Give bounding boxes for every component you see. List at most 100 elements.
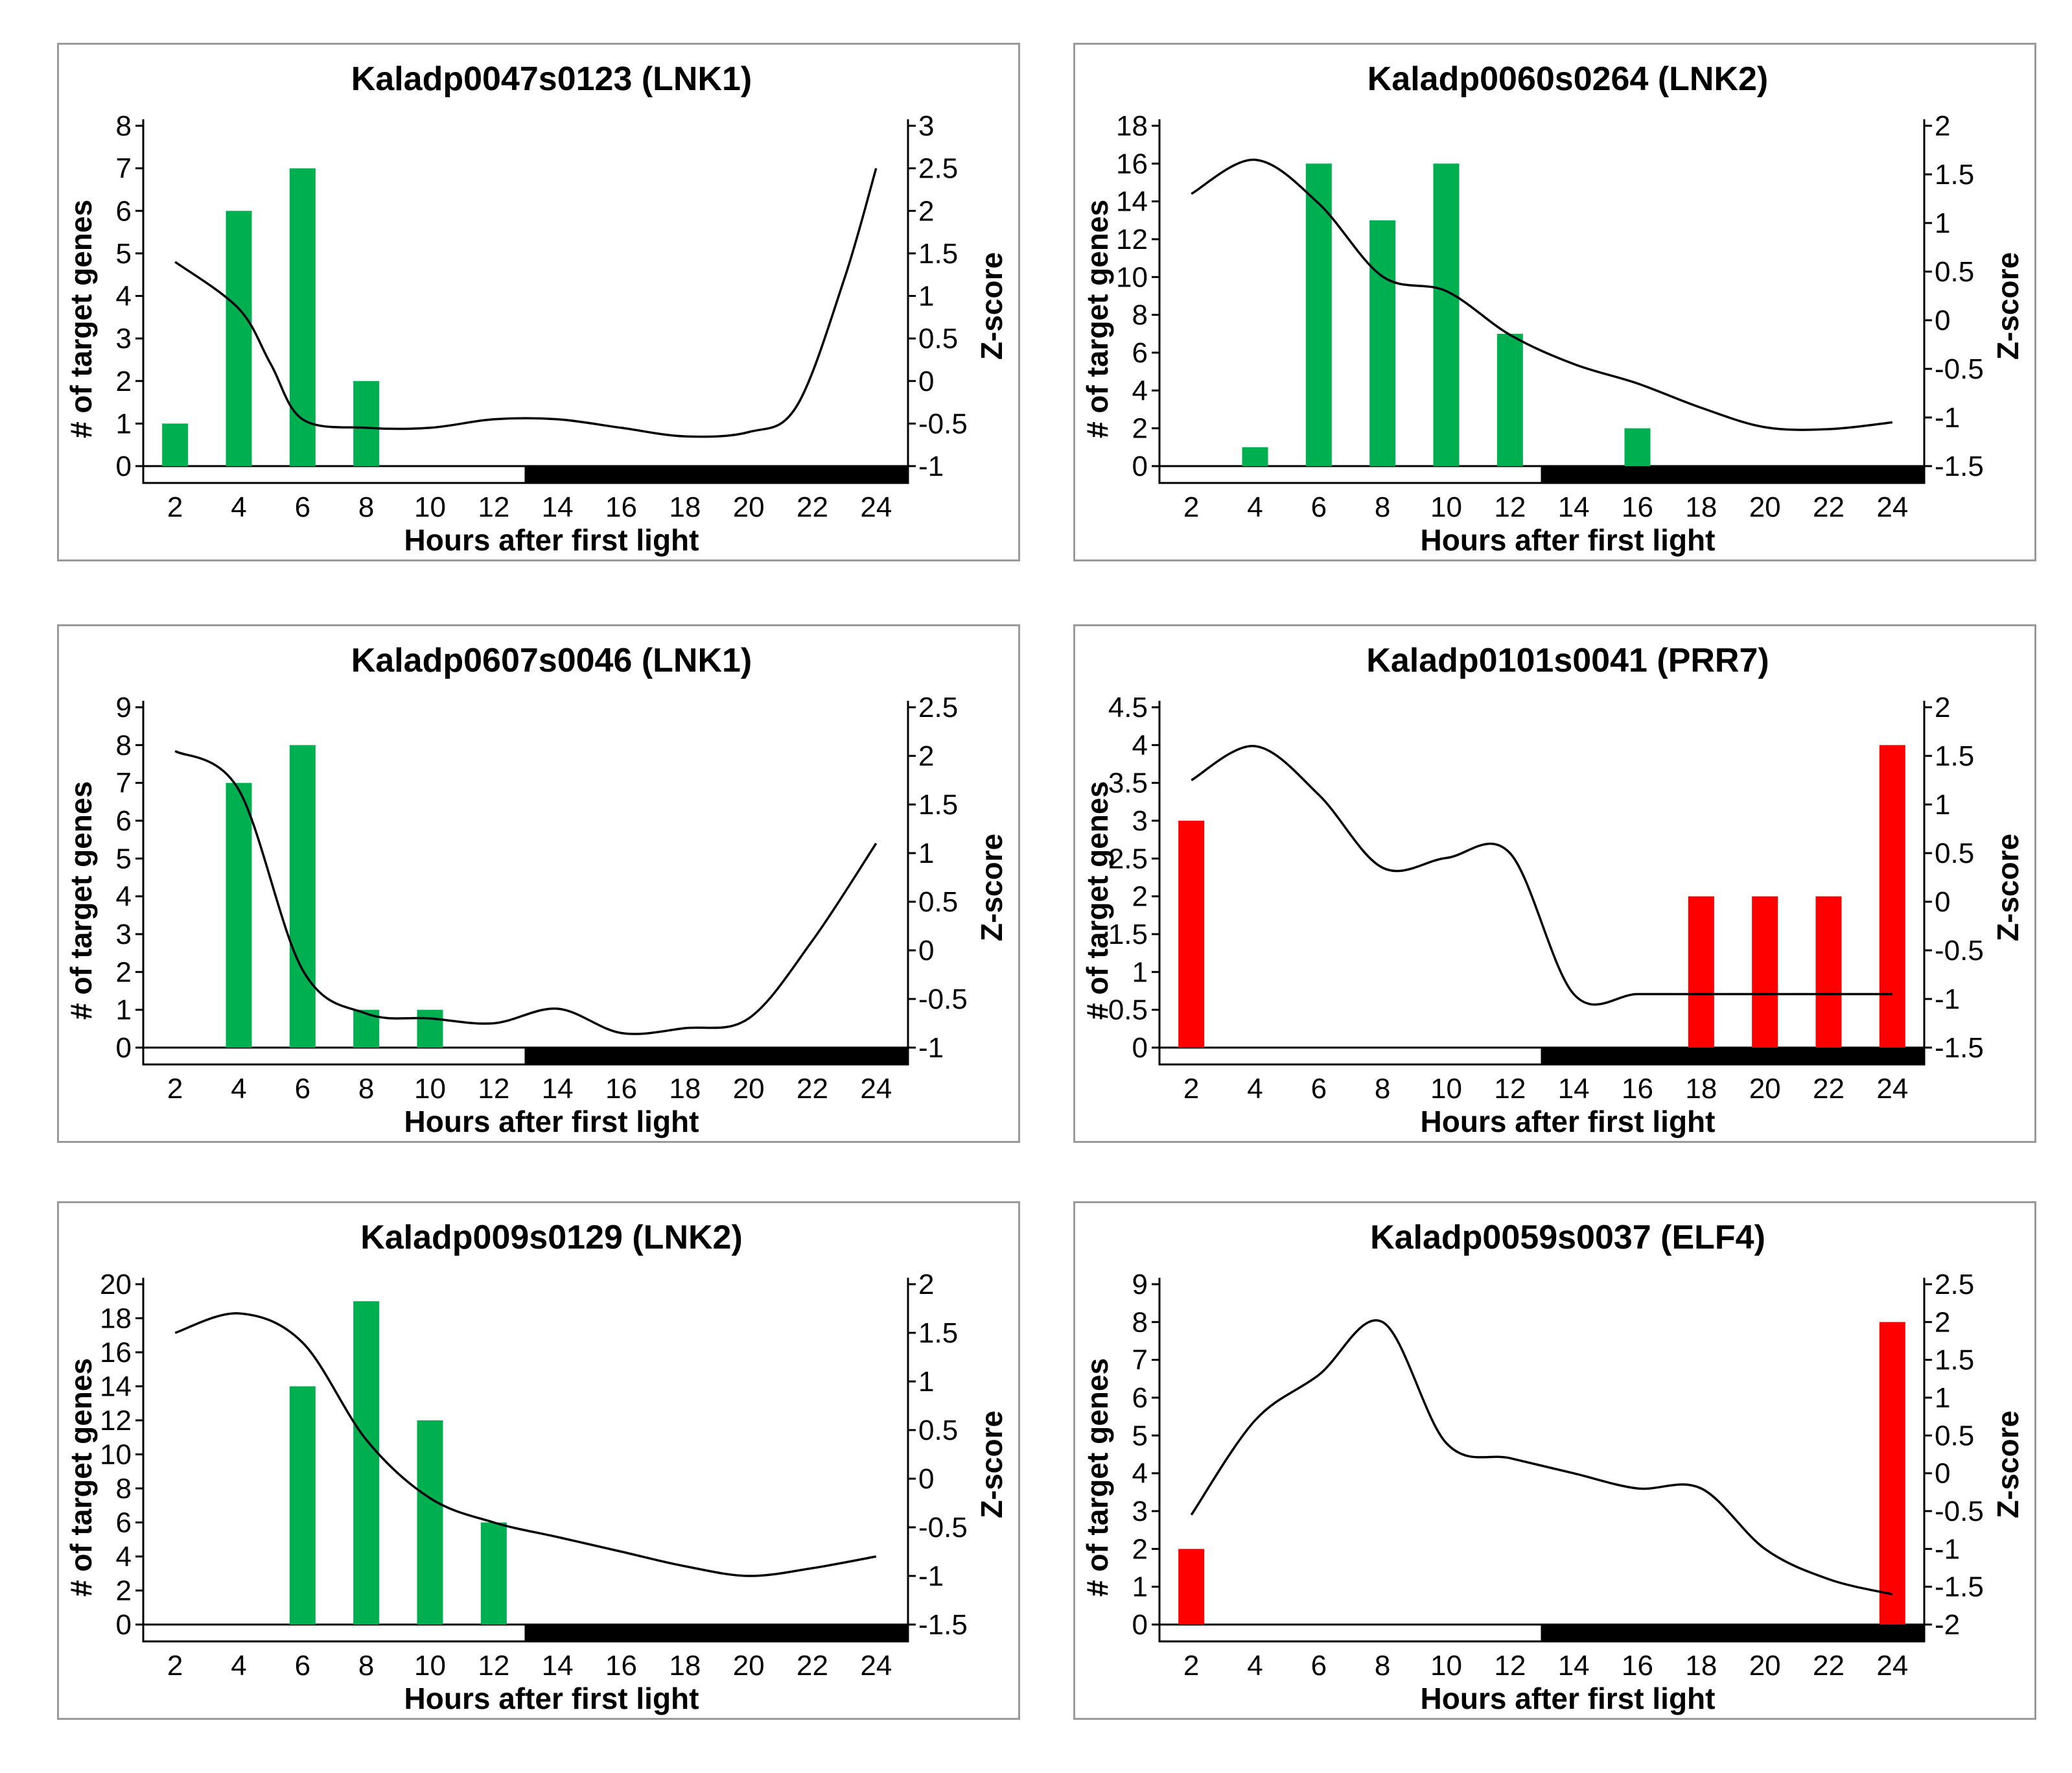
y2-tick-label: 0.5 bbox=[918, 323, 958, 355]
zscore-line bbox=[174, 749, 878, 1035]
chart-title: Kaladp0059s0037 (ELF4) bbox=[1370, 1219, 1765, 1256]
panel-5: Kaladp009s0129 (LNK2) 0 2 4 6 8 10 12 14 16 18 20-… bbox=[57, 1201, 1020, 1720]
x-axis-label: Hours after first light bbox=[404, 1682, 699, 1715]
y-tick-label: 12 bbox=[100, 1405, 132, 1437]
chart-title: Kaladp0607s0046 (LNK1) bbox=[351, 642, 752, 679]
y-tick-label: 18 bbox=[100, 1303, 132, 1335]
x-tick-label: 10 bbox=[1430, 491, 1462, 523]
y-tick-label: 10 bbox=[1116, 261, 1148, 293]
y-tick-label: 2 bbox=[1132, 881, 1148, 913]
x-tick-label: 24 bbox=[860, 491, 892, 523]
x-tick-label: 10 bbox=[1430, 1073, 1462, 1105]
y-tick-label: 5 bbox=[116, 843, 132, 875]
x-tick-label: 18 bbox=[669, 1650, 701, 1682]
y-axis-label: # of target genes bbox=[1080, 1358, 1114, 1597]
bar bbox=[480, 1522, 507, 1625]
x-tick-label: 24 bbox=[1876, 1073, 1908, 1105]
bar bbox=[1624, 428, 1651, 466]
y2-tick-label: 0 bbox=[1935, 886, 1950, 918]
y2-tick-label: -0.5 bbox=[1935, 353, 1984, 385]
y-axis-label: # of target genes bbox=[1080, 781, 1114, 1020]
y2-tick-label: -1 bbox=[918, 451, 944, 482]
y-tick-label: 20 bbox=[100, 1269, 132, 1300]
y2-tick-label: 2.5 bbox=[1935, 1269, 1974, 1300]
light-period-bar bbox=[142, 1046, 527, 1066]
bar bbox=[353, 381, 380, 466]
panel-2: Kaladp0060s0264 (LNK2) 0 2 4 6 8 10 12 14 16 18 -1… bbox=[1073, 43, 2036, 561]
y-tick-label: 8 bbox=[116, 1473, 132, 1505]
marks-layer bbox=[1178, 745, 1905, 1048]
y2-tick-label: 0.5 bbox=[1935, 1420, 1974, 1451]
x-tick-label: 24 bbox=[860, 1073, 892, 1105]
zscore-line bbox=[1191, 745, 1892, 1006]
panel-4: Kaladp0101s0041 (PRR7) 0 0.5 1 1.5 2 2.5 3 3.5 4… bbox=[1073, 624, 2036, 1143]
chart-1: Kaladp0047s0123 (LNK1) 012345678-1-0.500… bbox=[64, 60, 1008, 557]
y2-tick-label: 2.5 bbox=[918, 153, 958, 185]
x-axis-label: Hours after first light bbox=[404, 1105, 699, 1138]
x-tick-label: 16 bbox=[1622, 1073, 1653, 1105]
x-tick-label: 6 bbox=[295, 1073, 310, 1105]
x-tick-label: 8 bbox=[1375, 1650, 1390, 1682]
y2-tick-label: 1.5 bbox=[1935, 159, 1974, 191]
y2-tick-label: 1.5 bbox=[918, 1317, 958, 1349]
x-tick-label: 6 bbox=[295, 491, 310, 523]
x-tick-label: 20 bbox=[1749, 1073, 1781, 1105]
y-axis-label: # of target genes bbox=[1080, 200, 1114, 438]
x-tick-label: 4 bbox=[231, 491, 246, 523]
y-tick-label: 5 bbox=[1132, 1420, 1148, 1451]
bar bbox=[417, 1009, 443, 1048]
x-tick-label: 14 bbox=[542, 1650, 574, 1682]
bar bbox=[289, 1386, 316, 1625]
y2-tick-label: 1.5 bbox=[1935, 1344, 1974, 1376]
y2-tick-label: 0.5 bbox=[918, 1415, 958, 1446]
y2-tick-label: 0.5 bbox=[1935, 256, 1974, 288]
x-tick-label: 2 bbox=[167, 491, 183, 523]
y2-tick-label: 0 bbox=[1935, 1458, 1950, 1490]
x-tick-label: 16 bbox=[1622, 491, 1653, 523]
y-tick-label: 8 bbox=[116, 110, 132, 142]
dark-period-bar bbox=[524, 465, 909, 484]
panel-3: Kaladp0607s0046 (LNK1) 0 1 2 3 4 5 6 7 8 9 -1 -0.5 0… bbox=[57, 624, 1020, 1143]
y2-tick-label: 2 bbox=[1935, 1306, 1950, 1338]
x-tick-label: 22 bbox=[797, 491, 828, 523]
y-tick-label: 2.5 bbox=[1108, 843, 1148, 875]
y2-tick-label: -1.5 bbox=[918, 1609, 968, 1641]
y2-axis-label: Z-score bbox=[975, 834, 1008, 941]
x-tick-label: 20 bbox=[733, 1650, 765, 1682]
y-tick-label: 6 bbox=[116, 1507, 132, 1539]
x-tick-label: 8 bbox=[1375, 491, 1390, 523]
y-tick-label: 6 bbox=[116, 195, 132, 227]
y2-tick-label: 2 bbox=[918, 740, 934, 772]
x-tick-label: 8 bbox=[358, 491, 374, 523]
bar bbox=[1433, 163, 1460, 467]
grid-layer: 00.511.522.533.544.5-1.5-1-0.500.511.522… bbox=[1108, 692, 1984, 1105]
dark-period-bar bbox=[524, 1046, 909, 1066]
y-tick-label: 7 bbox=[116, 153, 132, 185]
y-tick-label: 6 bbox=[116, 805, 132, 837]
marks-layer bbox=[162, 168, 878, 466]
marks-layer bbox=[1178, 1319, 1905, 1625]
x-tick-label: 6 bbox=[1311, 1073, 1327, 1105]
x-tick-label: 20 bbox=[1749, 1650, 1781, 1682]
y-tick-label: 2 bbox=[116, 956, 132, 988]
y2-axis-label: Z-score bbox=[975, 252, 1008, 360]
bar bbox=[353, 1301, 380, 1625]
y2-tick-label: 2 bbox=[1935, 110, 1950, 142]
bar bbox=[1879, 1322, 1905, 1625]
y-tick-label: 14 bbox=[100, 1371, 132, 1403]
chart-2: Kaladp0060s0264 (LNK2) 024681012141618-1… bbox=[1080, 60, 2025, 557]
y-axis-label: # of target genes bbox=[64, 200, 98, 438]
chart-title: Kaladp0101s0041 (PRR7) bbox=[1366, 642, 1769, 679]
y2-tick-label: -0.5 bbox=[1935, 935, 1984, 967]
bar bbox=[226, 211, 252, 466]
y2-tick-label: -1 bbox=[1935, 1533, 1960, 1565]
light-period-bar bbox=[1158, 1046, 1543, 1066]
x-tick-label: 8 bbox=[358, 1073, 374, 1105]
y-tick-label: 1 bbox=[1132, 1571, 1148, 1603]
y2-tick-label: 2 bbox=[1935, 692, 1950, 723]
y-tick-label: 6 bbox=[1132, 1382, 1148, 1414]
x-tick-label: 4 bbox=[1247, 491, 1263, 523]
y-tick-label: 8 bbox=[1132, 1306, 1148, 1338]
